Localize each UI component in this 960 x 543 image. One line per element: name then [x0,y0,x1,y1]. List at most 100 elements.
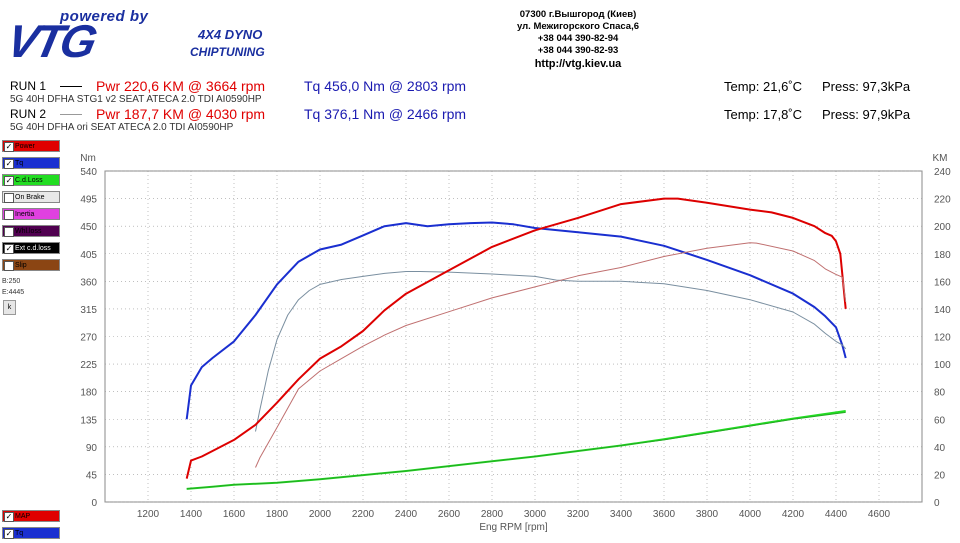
run2-torque: Tq 376,1 Nm @ 2466 rpm [304,106,467,122]
y-right-tick-label: 40 [934,443,946,454]
checkbox-slip[interactable] [4,261,14,271]
chart-grid [104,170,923,503]
x-tick-label: 3000 [524,509,547,520]
y-right-tick-label: 100 [934,360,951,371]
legend-whl-loss[interactable]: Whl.loss [2,225,60,237]
logo-chiptuning: CHIPTUNING [190,45,265,59]
y-right-tick-label: 200 [934,222,951,233]
checkbox-whl-loss[interactable] [4,227,14,237]
x-tick-label: 4400 [825,509,848,520]
x-tick-label: 3600 [653,509,676,520]
y-left-tick-label: 135 [80,415,97,426]
legend-slip[interactable]: Slip [2,259,60,271]
legend-cd-loss[interactable]: ✓ C.d.Loss [2,174,60,186]
checkbox-inertia[interactable] [4,210,14,220]
phone-2: +38 044 390-82-93 [537,45,619,56]
x-tick-label: 4600 [868,509,891,520]
y-left-tick-label: 540 [80,167,97,178]
address-line-1: 07300 г.Вышгород (Киев) [519,9,637,20]
y-left-tick-label: 180 [80,388,97,399]
website-url: http://vtg.kiev.ua [534,58,622,70]
series-line-c-d-loss-run-1 [186,410,846,490]
x-tick-label: 1600 [223,509,246,520]
y-right-tick-label: 0 [934,498,940,509]
y-left-tick-label: 450 [80,222,97,233]
x-tick-label: 3200 [567,509,590,520]
y-right-tick-label: 60 [934,415,946,426]
x-tick-label: 1200 [137,509,160,520]
y-left-tick-label: 225 [80,360,97,371]
address-line-2: ул. Межигорского Спаса,6 [516,21,640,32]
y-left-tick-label: 45 [86,470,98,481]
y-axis-right-label: KM [933,153,948,164]
y-right-tick-label: 180 [934,250,951,261]
y-axis-left-label: Nm [80,153,96,164]
series-line-tq-run-1 [185,221,847,420]
checkbox-on-brake[interactable] [4,193,14,203]
x-tick-label: 2400 [395,509,418,520]
series-line-pwr-run-2 [255,242,847,468]
run2-press: Press: 97,9kPa [822,107,911,122]
y-right-tick-label: 160 [934,277,951,288]
series-line-tq-run-2 [255,271,847,432]
logo-4x4-dyno: 4X4 DYNO [198,27,263,42]
run2-temp: Temp: 17,8˚C [724,107,803,122]
checkbox-power[interactable]: ✓ [4,142,14,152]
run1-temp: Temp: 21,6˚C [724,79,803,94]
series-line-c-d-loss-run-2 [186,411,846,490]
run2-description: 5G 40H DFHA ori SEAT ATECA 2.0 TDI AI059… [10,122,234,133]
run1-torque: Tq 456,0 Nm @ 2803 rpm [304,78,467,94]
x-tick-label: 2800 [481,509,504,520]
x-tick-label: 1800 [266,509,289,520]
x-axis-label: Eng RPM [rpm] [479,522,548,533]
run1-power: Pwr 220,6 KM @ 3664 rpm [96,78,266,94]
x-tick-label: 3800 [696,509,719,520]
phone-1: +38 044 390-82-94 [537,33,619,44]
y-left-tick-label: 315 [80,305,97,316]
y-left-tick-label: 360 [80,277,97,288]
y-right-tick-label: 220 [934,195,951,206]
checkbox-map[interactable]: ✓ [4,512,14,522]
y-left-tick-label: 90 [86,443,98,454]
y-right-tick-label: 80 [934,388,946,399]
y-right-tick-label: 140 [934,305,951,316]
series-line-pwr-run-1 [185,197,847,479]
checkbox-tq[interactable]: ✓ [4,159,14,169]
legend-on-brake[interactable]: On Brake [2,191,60,203]
y-right-tick-label: 120 [934,333,951,344]
x-tick-label: 2000 [309,509,332,520]
run2-label: RUN 2 [10,107,47,121]
scroll-button[interactable]: k [3,300,16,315]
run1-label: RUN 1 [10,79,47,93]
y-left-tick-label: 495 [80,195,97,206]
x-tick-label: 2600 [438,509,461,520]
checkbox-ext-cd-loss[interactable]: ✓ [4,244,14,254]
x-tick-label: 4000 [739,509,762,520]
y-right-tick-label: 240 [934,167,951,178]
x-tick-label: 3400 [610,509,633,520]
side-info-e: E:4445 [2,289,25,296]
run2-line-swatch [60,114,82,115]
legend-tq-bottom[interactable]: ✓ Tq [2,527,60,539]
checkbox-cd-loss[interactable]: ✓ [4,176,14,186]
run1-line-swatch [60,86,82,87]
legend-map[interactable]: ✓ MAP [2,510,60,522]
legend-inertia[interactable]: Inertia [2,208,60,220]
y-left-tick-label: 0 [91,498,97,509]
legend-tq[interactable]: ✓ Tq [2,157,60,169]
chart-series [185,197,847,490]
x-tick-label: 4200 [782,509,805,520]
x-tick-label: 2200 [352,509,375,520]
x-tick-label: 1400 [180,509,203,520]
side-info-b: B:250 [2,278,21,285]
y-left-tick-label: 270 [80,333,97,344]
run2-power: Pwr 187,7 KM @ 4030 rpm [96,106,266,122]
legend-ext-cd-loss[interactable]: ✓ Ext c.d.loss [2,242,60,254]
y-right-tick-label: 20 [934,470,946,481]
run1-description: 5G 40H DFHA STG1 v2 SEAT ATECA 2.0 TDI A… [10,94,262,105]
logo-powered-by: powered by [60,8,149,25]
legend-power[interactable]: ✓ Power [2,140,60,152]
checkbox-tq-bottom[interactable]: ✓ [4,529,14,539]
chart-ticks: 1200 1400 1600 1800 2000 2200 2400 2600 2800 3000… [80,167,951,520]
